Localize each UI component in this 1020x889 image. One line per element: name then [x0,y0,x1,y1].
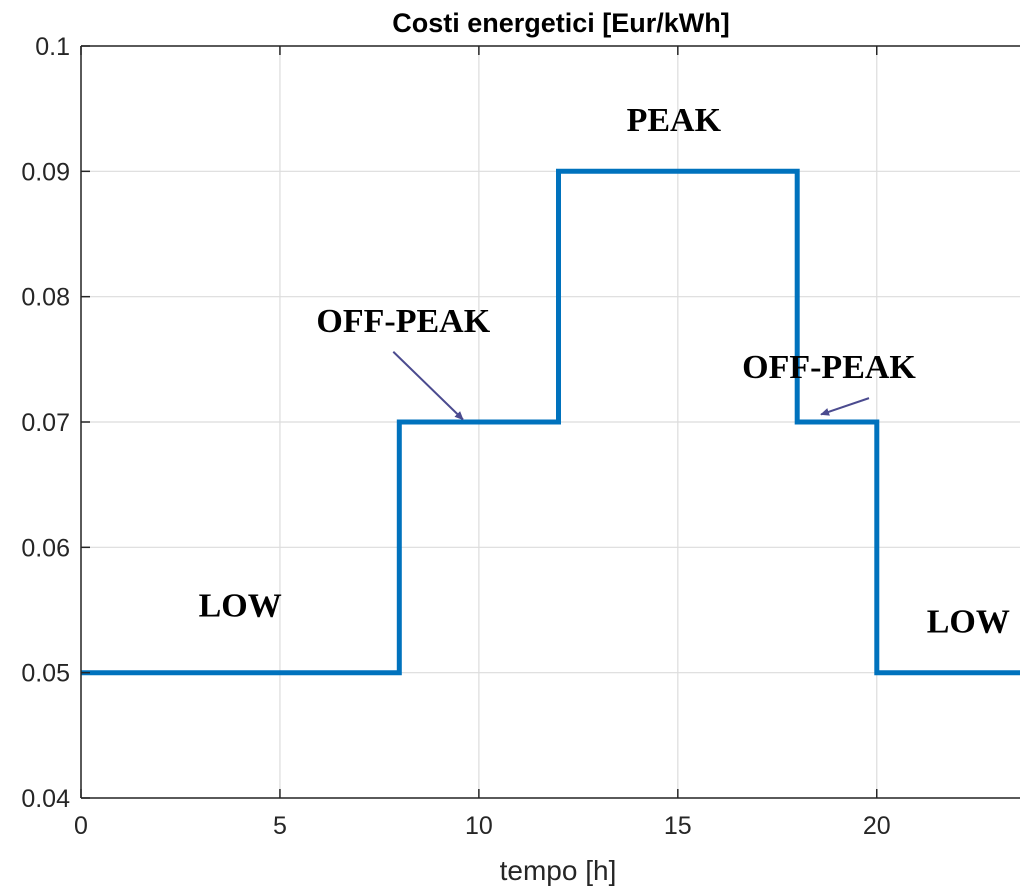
annotations: LOW OFF-PEAK PEAK OFF-PEAK LOW [199,102,1010,640]
cost-series-line [81,168,1020,676]
x-tick-label: 0 [74,812,88,840]
x-tick-label: 5 [273,812,287,840]
chart-title: Costi energetici [Eur/kWh] [392,8,730,38]
annotation-label: OFF-PEAK [742,349,916,386]
series-layer [81,168,1020,676]
y-tick-label: 0.06 [21,534,70,562]
annotation-label: LOW [927,604,1010,641]
y-tick-label: 0.1 [35,33,70,61]
y-tick-label: 0.04 [21,785,70,813]
x-tick-label: 10 [465,812,493,840]
y-tick-label: 0.08 [21,284,70,312]
y-tick-label: 0.09 [21,158,70,186]
annotation-label: LOW [199,587,282,624]
y-tick-label: 0.07 [21,409,70,437]
annotation-arrow [392,351,464,421]
annotation-label: OFF-PEAK [316,303,490,340]
x-axis-label: tempo [h] [500,855,617,886]
annotation-arrow [820,397,870,416]
tick-labels: 0 5 10 15 20 0.04 0.05 0.06 0.07 0.08 0.09 0.1 [21,33,890,840]
annotation-label: PEAK [627,102,722,139]
y-tick-label: 0.05 [21,660,70,688]
x-tick-label: 15 [664,812,692,840]
axes-layer [80,45,1020,799]
x-tick-label: 20 [863,812,891,840]
